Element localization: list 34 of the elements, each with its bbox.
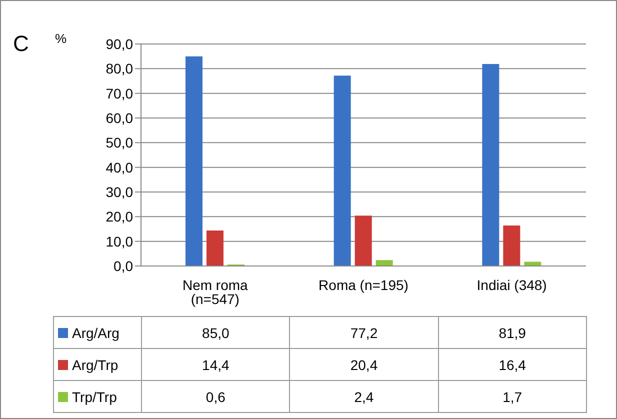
- y-tick-label: 70,0: [106, 85, 134, 102]
- bar: [186, 56, 202, 266]
- legend-label: Arg/Trp: [54, 348, 142, 380]
- y-tick-label: 80,0: [106, 60, 134, 77]
- x-tick-label: Roma (n=195): [318, 276, 408, 293]
- y-tick-label: 40,0: [106, 159, 134, 176]
- bar: [376, 260, 393, 266]
- legend-label: Trp/Trp: [54, 380, 142, 412]
- y-tick-label: 10,0: [106, 233, 134, 250]
- bar: [354, 216, 372, 266]
- y-tick-label: 0,0: [114, 258, 134, 274]
- x-tick-label: Indiai (348): [476, 276, 547, 293]
- data-label: 85,0: [142, 316, 290, 348]
- x-tick-label: Nem roma (n=547): [182, 276, 248, 307]
- y-axis-title: %: [55, 31, 67, 46]
- bar: [206, 230, 224, 266]
- bar: [334, 76, 351, 266]
- legend-label: Arg/Arg: [54, 316, 142, 348]
- data-label: 16,4: [438, 348, 586, 380]
- y-tick-label: 90,0: [106, 36, 134, 52]
- data-label: 14,4: [142, 348, 290, 380]
- data-label: 20,4: [290, 348, 438, 380]
- data-label: 81,9: [438, 316, 586, 348]
- bar: [503, 226, 520, 266]
- data-label: 77,2: [290, 316, 438, 348]
- text: C: [13, 31, 29, 57]
- data-label: 2,4: [290, 380, 438, 412]
- data-label: 0,6: [142, 380, 290, 412]
- y-tick-label: 50,0: [106, 134, 134, 151]
- y-tick-label: 60,0: [106, 110, 134, 126]
- data-label: 1,7: [438, 380, 586, 412]
- y-tick-label: 20,0: [106, 208, 134, 225]
- bar: [482, 64, 500, 266]
- y-tick-label: 30,0: [106, 184, 134, 200]
